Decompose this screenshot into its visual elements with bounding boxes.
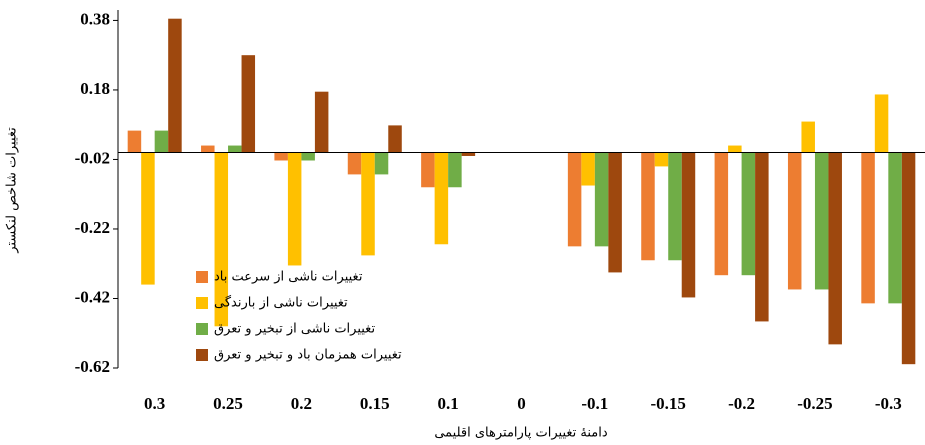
- bar: [301, 152, 315, 161]
- bar: [154, 130, 169, 153]
- bar: [241, 55, 256, 153]
- bar: [214, 152, 229, 327]
- x-tick-label: 0.1: [438, 394, 459, 413]
- legend-label: تغییرات ناشی از بارندگی: [214, 295, 348, 311]
- bar: [594, 152, 609, 247]
- legend-label: تغییرات همزمان باد و تبخیر و تعرق: [214, 348, 402, 363]
- y-axis-title: تغییرات شاخص لنکستر: [5, 127, 20, 254]
- bar: [801, 121, 815, 153]
- legend-swatch: [196, 349, 208, 361]
- legend-swatch: [196, 271, 208, 283]
- bar: [641, 152, 655, 261]
- bar: [814, 152, 829, 290]
- bar: [874, 94, 889, 153]
- y-tick-label: -0.62: [75, 357, 110, 376]
- bar: [861, 152, 875, 304]
- bar: [274, 152, 288, 161]
- legend-swatch: [196, 323, 208, 335]
- bar: [828, 152, 842, 345]
- bar: [787, 152, 802, 290]
- x-tick-label: 0.2: [291, 394, 312, 413]
- bar: [681, 152, 696, 298]
- x-tick-label: 0.25: [213, 394, 243, 413]
- bar: [755, 152, 769, 322]
- bar: [361, 152, 375, 256]
- bar: [434, 152, 449, 245]
- x-tick-label: -0.1: [581, 394, 608, 413]
- bar: [287, 152, 302, 266]
- bar: [347, 152, 362, 175]
- bar: [728, 145, 742, 153]
- bar: [461, 152, 476, 156]
- bar: [668, 152, 682, 261]
- bar: [901, 152, 916, 365]
- x-tick-label: -0.3: [875, 394, 902, 413]
- bar: [654, 152, 669, 167]
- y-tick-label: 0.38: [80, 9, 110, 28]
- bar: [714, 152, 729, 276]
- x-tick-label: 0.3: [144, 394, 165, 413]
- bar: [374, 152, 389, 175]
- bar: [314, 91, 329, 153]
- x-tick-label: 0: [517, 394, 526, 413]
- bar: [201, 145, 215, 153]
- bar: [388, 125, 402, 153]
- bar: [448, 152, 462, 188]
- bar: [581, 152, 595, 186]
- bar: [888, 152, 902, 304]
- legend-label: تغییرات ناشی از سرعت باد: [214, 270, 363, 285]
- y-tick-label: -0.02: [75, 148, 110, 167]
- bar: [127, 130, 142, 153]
- y-tick-label: -0.42: [75, 287, 110, 306]
- x-tick-label: -0.2: [728, 394, 755, 413]
- x-axis-title: دامنهٔ تغییرات پارامترهای اقلیمی: [434, 426, 608, 441]
- y-tick-label: 0.18: [80, 79, 110, 98]
- x-tick-label: 0.15: [360, 394, 390, 413]
- legend-label: تغییرات ناشی از تبخیر و تعرق: [214, 322, 375, 337]
- bar: [421, 152, 435, 188]
- bar: [228, 145, 242, 153]
- bar: [141, 152, 155, 285]
- x-tick-label: -0.15: [651, 394, 686, 413]
- bar: [608, 152, 622, 273]
- y-tick-label: -0.22: [75, 218, 110, 237]
- x-tick-label: -0.25: [797, 394, 832, 413]
- bar: [741, 152, 756, 276]
- bar: [567, 152, 582, 247]
- bar: [168, 18, 182, 153]
- legend-swatch: [196, 297, 208, 309]
